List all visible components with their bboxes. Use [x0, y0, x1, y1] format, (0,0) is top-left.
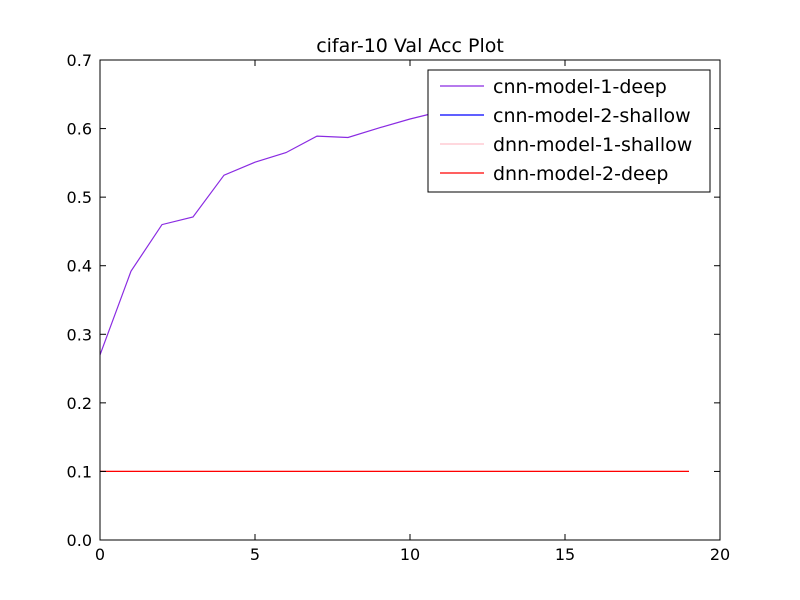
y-tick-label: 0.5 — [67, 188, 92, 207]
legend-label: cnn-model-1-deep — [493, 76, 667, 98]
x-tick-label: 10 — [400, 545, 420, 564]
tick-layer: 0 5 10 15 20 0.0 0.1 0.2 0.3 0.4 0.5 0.6 0.7 — [67, 51, 731, 564]
y-tick-label: 0.0 — [67, 531, 92, 550]
y-tick-label: 0.4 — [67, 257, 92, 276]
x-tick-label: 0 — [95, 545, 105, 564]
y-tick-label: 0.7 — [67, 51, 92, 70]
legend: cnn-model-1-deep cnn-model-2-shallow dnn-m… — [427, 69, 711, 193]
x-tick-label: 20 — [710, 545, 730, 564]
y-tick-label: 0.6 — [67, 120, 92, 139]
x-tick-label: 15 — [555, 545, 575, 564]
y-tick-label: 0.3 — [67, 325, 92, 344]
legend-label: dnn-model-2-deep — [493, 163, 668, 185]
chart-title: cifar-10 Val Acc Plot — [316, 35, 504, 57]
legend-box — [427, 69, 711, 193]
y-tick-label: 0.1 — [67, 462, 92, 481]
legend-label: cnn-model-2-shallow — [493, 105, 691, 127]
x-tick-label: 5 — [250, 545, 260, 564]
legend-label: dnn-model-1-shallow — [493, 134, 692, 156]
y-tick-label: 0.2 — [67, 394, 92, 413]
